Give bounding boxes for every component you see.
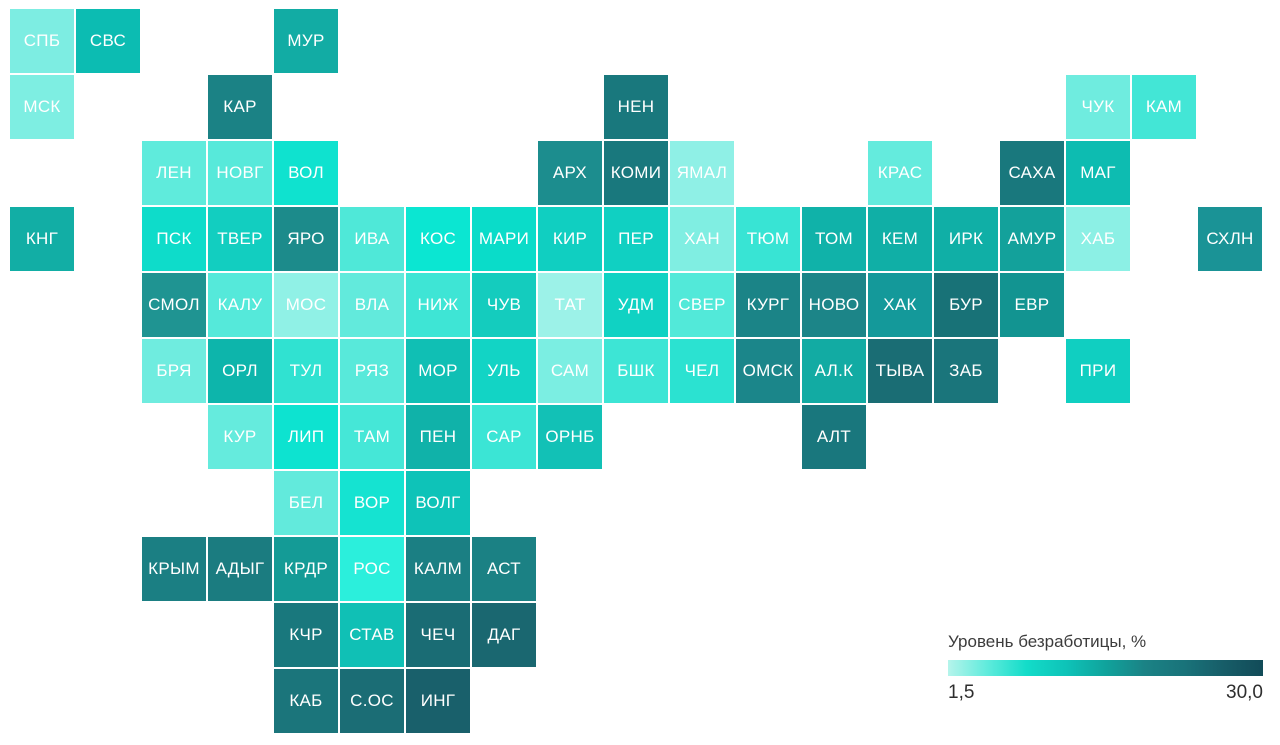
region-tile-УДМ[interactable]: УДМ: [604, 273, 668, 337]
region-tile-ЯРО[interactable]: ЯРО: [274, 207, 338, 271]
region-tile-АМУР[interactable]: АМУР: [1000, 207, 1064, 271]
region-tile-ЧУК[interactable]: ЧУК: [1066, 75, 1130, 139]
region-tile-ТУЛ[interactable]: ТУЛ: [274, 339, 338, 403]
color-legend: Уровень безработицы, % 1,5 30,0: [948, 632, 1263, 704]
region-tile-РЯЗ[interactable]: РЯЗ: [340, 339, 404, 403]
region-tile-АЛТ[interactable]: АЛТ: [802, 405, 866, 469]
region-tile-ЛИП[interactable]: ЛИП: [274, 405, 338, 469]
region-tile-АСТ[interactable]: АСТ: [472, 537, 536, 601]
region-tile-ВОЛГ[interactable]: ВОЛГ: [406, 471, 470, 535]
region-tile-САР[interactable]: САР: [472, 405, 536, 469]
region-tile-КУР[interactable]: КУР: [208, 405, 272, 469]
region-tile-МОС[interactable]: МОС: [274, 273, 338, 337]
region-tile-БУР[interactable]: БУР: [934, 273, 998, 337]
region-tile-АЛ.К[interactable]: АЛ.К: [802, 339, 866, 403]
region-tile-МОР[interactable]: МОР: [406, 339, 470, 403]
region-tile-КОМИ[interactable]: КОМИ: [604, 141, 668, 205]
region-tile-ТАМ[interactable]: ТАМ: [340, 405, 404, 469]
legend-min-label: 1,5: [948, 682, 975, 703]
region-tile-КАЛУ[interactable]: КАЛУ: [208, 273, 272, 337]
region-tile-ПСК[interactable]: ПСК: [142, 207, 206, 271]
region-tile-ТОМ[interactable]: ТОМ: [802, 207, 866, 271]
region-tile-ОРНБ[interactable]: ОРНБ: [538, 405, 602, 469]
region-tile-ХАК[interactable]: ХАК: [868, 273, 932, 337]
region-tile-ВОЛ[interactable]: ВОЛ: [274, 141, 338, 205]
region-tile-НОВГ[interactable]: НОВГ: [208, 141, 272, 205]
region-tile-БЕЛ[interactable]: БЕЛ: [274, 471, 338, 535]
region-tile-ЧУВ[interactable]: ЧУВ: [472, 273, 536, 337]
region-tile-ДАГ[interactable]: ДАГ: [472, 603, 536, 667]
region-tile-ЧЕЛ[interactable]: ЧЕЛ: [670, 339, 734, 403]
region-tile-КАМ[interactable]: КАМ: [1132, 75, 1196, 139]
legend-title: Уровень безработицы, %: [948, 632, 1147, 651]
region-tile-КАР[interactable]: КАР: [208, 75, 272, 139]
region-tile-СВС[interactable]: СВС: [76, 9, 140, 73]
region-tile-grid: СПБ СВС МУР МСК КАР НЕН ЧУК КАМ ЛЕН НОВГ ВОЛ АРХ КОМ…: [10, 9, 1262, 733]
region-tile-ОМСК[interactable]: ОМСК: [736, 339, 800, 403]
region-tile-ТЮМ[interactable]: ТЮМ: [736, 207, 800, 271]
region-tile-ПРИ[interactable]: ПРИ: [1066, 339, 1130, 403]
region-tile-КНГ[interactable]: КНГ: [10, 207, 74, 271]
region-tile-КОС[interactable]: КОС: [406, 207, 470, 271]
region-tile-КРЫМ[interactable]: КРЫМ: [142, 537, 206, 601]
region-tile-МАГ[interactable]: МАГ: [1066, 141, 1130, 205]
region-tile-ПЕР[interactable]: ПЕР: [604, 207, 668, 271]
region-tile-ХАБ[interactable]: ХАБ: [1066, 207, 1130, 271]
legend-max-label: 30,0: [1226, 682, 1263, 703]
region-tile-АДЫГ[interactable]: АДЫГ: [208, 537, 272, 601]
region-tile-НОВО[interactable]: НОВО: [802, 273, 866, 337]
region-tile-ИРК[interactable]: ИРК: [934, 207, 998, 271]
region-tile-ИНГ[interactable]: ИНГ: [406, 669, 470, 733]
region-tile-СТАВ[interactable]: СТАВ: [340, 603, 404, 667]
legend-gradient-bar: [948, 660, 1263, 676]
region-tile-ЛЕН[interactable]: ЛЕН: [142, 141, 206, 205]
region-tile-ВЛА[interactable]: ВЛА: [340, 273, 404, 337]
region-tile-МУР[interactable]: МУР: [274, 9, 338, 73]
region-tile-АРХ[interactable]: АРХ: [538, 141, 602, 205]
region-tile-КЕМ[interactable]: КЕМ: [868, 207, 932, 271]
region-tile-НИЖ[interactable]: НИЖ: [406, 273, 470, 337]
region-tile-ЗАБ[interactable]: ЗАБ: [934, 339, 998, 403]
region-tile-ТЫВА[interactable]: ТЫВА: [868, 339, 932, 403]
region-tile-КРАС[interactable]: КРАС: [868, 141, 932, 205]
region-tile-РОС[interactable]: РОС: [340, 537, 404, 601]
region-tile-САХА[interactable]: САХА: [1000, 141, 1064, 205]
region-tile-ОРЛ[interactable]: ОРЛ: [208, 339, 272, 403]
region-tile-БРЯ[interactable]: БРЯ: [142, 339, 206, 403]
region-tile-НЕН[interactable]: НЕН: [604, 75, 668, 139]
region-tile-КЧР[interactable]: КЧР: [274, 603, 338, 667]
region-tile-УЛЬ[interactable]: УЛЬ: [472, 339, 536, 403]
region-tile-СПБ[interactable]: СПБ: [10, 9, 74, 73]
region-tile-ВОР[interactable]: ВОР: [340, 471, 404, 535]
region-tile-СВЕР[interactable]: СВЕР: [670, 273, 734, 337]
region-tile-С.ОС[interactable]: С.ОС: [340, 669, 404, 733]
region-tile-ИВА[interactable]: ИВА: [340, 207, 404, 271]
region-tile-ЕВР[interactable]: ЕВР: [1000, 273, 1064, 337]
region-tile-КРДР[interactable]: КРДР: [274, 537, 338, 601]
region-tile-ТАТ[interactable]: ТАТ: [538, 273, 602, 337]
region-tile-ПЕН[interactable]: ПЕН: [406, 405, 470, 469]
region-tile-СХЛН[interactable]: СХЛН: [1198, 207, 1262, 271]
region-tile-ТВЕР[interactable]: ТВЕР: [208, 207, 272, 271]
region-tile-ЧЕЧ[interactable]: ЧЕЧ: [406, 603, 470, 667]
region-tile-СМОЛ[interactable]: СМОЛ: [142, 273, 206, 337]
region-tile-МСК[interactable]: МСК: [10, 75, 74, 139]
region-tile-САМ[interactable]: САМ: [538, 339, 602, 403]
region-tile-КАБ[interactable]: КАБ: [274, 669, 338, 733]
region-tile-КИР[interactable]: КИР: [538, 207, 602, 271]
legend-labels: 1,5 30,0: [948, 682, 1263, 704]
region-tile-МАРИ[interactable]: МАРИ: [472, 207, 536, 271]
region-tile-БШК[interactable]: БШК: [604, 339, 668, 403]
region-tile-ЯМАЛ[interactable]: ЯМАЛ: [670, 141, 734, 205]
region-tile-КУРГ[interactable]: КУРГ: [736, 273, 800, 337]
region-tile-ХАН[interactable]: ХАН: [670, 207, 734, 271]
region-tile-КАЛМ[interactable]: КАЛМ: [406, 537, 470, 601]
